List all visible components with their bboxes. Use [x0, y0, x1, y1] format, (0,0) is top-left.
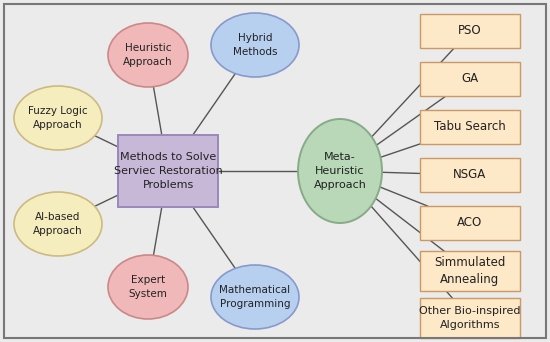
Text: Mathematical
Programming: Mathematical Programming	[219, 286, 290, 308]
Text: Methods to Solve
Serviec Restoration
Problems: Methods to Solve Serviec Restoration Pro…	[114, 152, 222, 190]
Ellipse shape	[108, 23, 188, 87]
Text: Other Bio-inspired
Algorithms: Other Bio-inspired Algorithms	[419, 306, 521, 330]
Ellipse shape	[211, 13, 299, 77]
FancyBboxPatch shape	[420, 206, 520, 240]
Text: Tabu Search: Tabu Search	[434, 120, 506, 133]
Ellipse shape	[14, 86, 102, 150]
Text: Meta-
Heuristic
Approach: Meta- Heuristic Approach	[314, 152, 366, 190]
Text: Fuzzy Logic
Approach: Fuzzy Logic Approach	[28, 106, 88, 130]
Text: Expert
System: Expert System	[129, 275, 167, 299]
Text: ACO: ACO	[458, 216, 483, 229]
Text: Simmulated
Annealing: Simmulated Annealing	[434, 256, 505, 286]
Text: Hybrid
Methods: Hybrid Methods	[233, 34, 277, 56]
FancyBboxPatch shape	[420, 158, 520, 192]
FancyBboxPatch shape	[420, 251, 520, 291]
Text: GA: GA	[461, 73, 478, 86]
Text: PSO: PSO	[458, 25, 482, 38]
Ellipse shape	[14, 192, 102, 256]
Text: AI-based
Approach: AI-based Approach	[33, 212, 83, 236]
FancyBboxPatch shape	[118, 135, 218, 207]
Text: Heuristic
Approach: Heuristic Approach	[123, 43, 173, 67]
Ellipse shape	[108, 255, 188, 319]
FancyBboxPatch shape	[420, 298, 520, 338]
FancyBboxPatch shape	[420, 110, 520, 144]
Ellipse shape	[211, 265, 299, 329]
FancyBboxPatch shape	[420, 62, 520, 96]
FancyBboxPatch shape	[420, 14, 520, 48]
Ellipse shape	[298, 119, 382, 223]
Text: NSGA: NSGA	[453, 169, 487, 182]
